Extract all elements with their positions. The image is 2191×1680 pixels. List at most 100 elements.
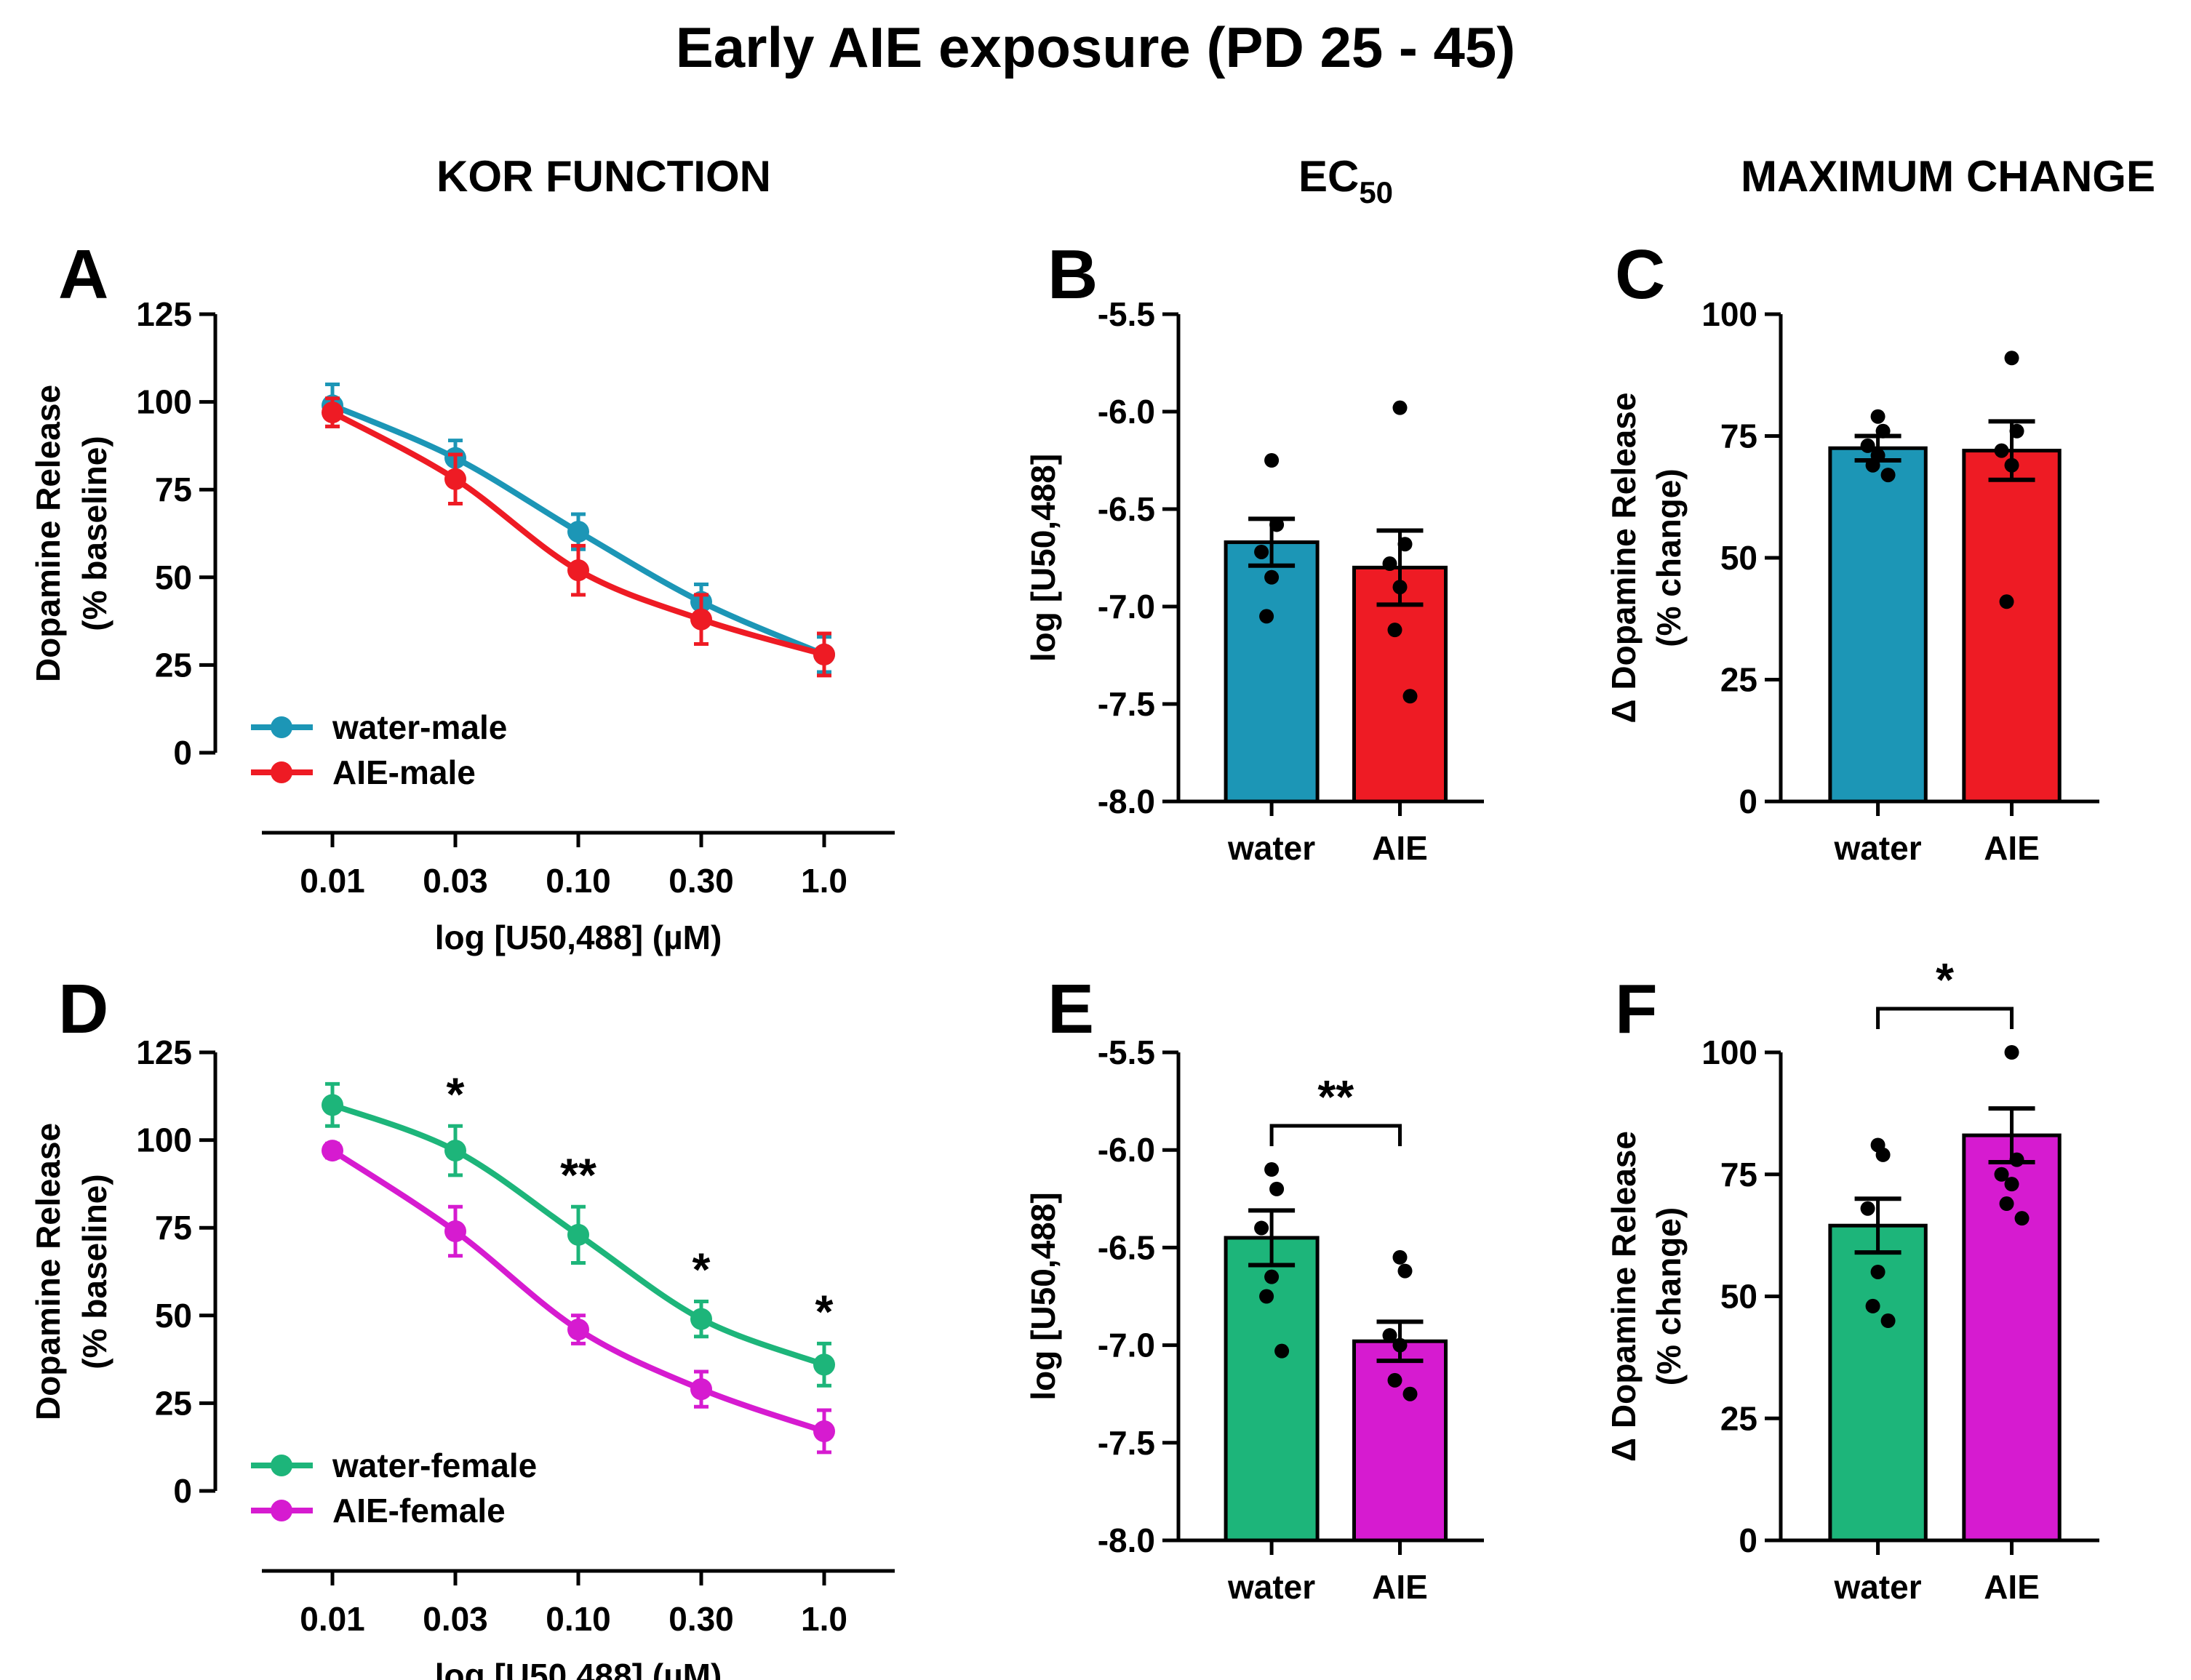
panel-f-y-tick-label: 25 — [1720, 1399, 1757, 1437]
panel-d-legend-label-water-female: water-female — [332, 1447, 537, 1484]
panel-c-bar-water — [1828, 446, 1928, 804]
panel-d-x-tick-label: 0.10 — [546, 1600, 611, 1638]
panel-c-x-tick-label: water — [1834, 829, 1922, 867]
panel-a-x-tick-label: 0.03 — [423, 862, 488, 900]
panel-b-y-axis-label: log [U50,488] — [1024, 454, 1062, 662]
panel-d-series-water-female-point — [322, 1094, 343, 1116]
panel-a-y-tick-label: 100 — [136, 383, 192, 421]
panel-d-series-AIE-female-point — [322, 1140, 343, 1162]
panel-f-x-tick-label: AIE — [1984, 1568, 2040, 1606]
panel-f-data-point-AIE — [1999, 1196, 2014, 1212]
panel-a-y-tick-label: 0 — [173, 734, 192, 772]
panel-c-data-point-water — [1870, 409, 1885, 424]
panel-d-y-tick-label: 25 — [155, 1384, 192, 1422]
panel-e-x-tick-label: water — [1227, 1568, 1315, 1606]
panel-f-y-tick-label: 100 — [1701, 1033, 1757, 1071]
section-title-ec50: EC50 — [1298, 152, 1393, 209]
panel-e-label: E — [1047, 970, 1094, 1048]
panel-e-y-tick-label: -6.0 — [1098, 1131, 1155, 1169]
panel-c-y-tick-label: 100 — [1701, 295, 1757, 333]
panel-d-series-AIE-female-point — [567, 1319, 589, 1341]
panel-b: B -8.0 -7.5 -7.0 -6.5 -6.0 -5.5 water AIE log [U5… — [1024, 236, 1484, 867]
panel-c-label: C — [1615, 236, 1665, 313]
panel-c-y-axis-label-2: (% change) — [1650, 468, 1688, 647]
panel-e-data-point-AIE — [1382, 1328, 1397, 1343]
panel-d-series-water-female-point — [813, 1353, 835, 1376]
panel-a-x-tick-label: 1.0 — [801, 862, 847, 900]
panel-d: D 0 25 50 75 100 125 0.01 0.03 0.10 0.30 1.0 log [U5… — [29, 970, 895, 1680]
panel-a-legend-label-water-male: water-male — [332, 708, 507, 746]
panel-b-label: B — [1047, 236, 1098, 313]
panel-f-data-point-water — [1875, 1147, 1891, 1162]
panel-b-data-point-AIE — [1402, 689, 1418, 704]
panel-e-data-point-AIE — [1397, 1263, 1413, 1279]
panel-d-y-tick-label: 0 — [173, 1472, 192, 1510]
section-title-ec50-sub: 50 — [1359, 175, 1393, 209]
panel-c-data-point-AIE — [2004, 351, 2019, 366]
panel-d-x-tick-label: 0.03 — [423, 1600, 488, 1638]
panel-f-data-point-water — [1880, 1313, 1896, 1329]
section-title-max: MAXIMUM CHANGE — [1741, 152, 2155, 201]
panel-c-data-point-AIE — [2004, 457, 2019, 473]
panel-f-data-point-AIE — [2014, 1211, 2030, 1226]
panel-d-x-tick-label: 1.0 — [801, 1600, 847, 1638]
panel-e-data-point-AIE — [1402, 1386, 1418, 1401]
panel-b-x-tick-label: water — [1227, 829, 1315, 867]
panel-e-y-tick-label: -7.5 — [1098, 1424, 1155, 1462]
panel-a-x-tick-label: 0.30 — [669, 862, 734, 900]
panel-b-y-tick-label: -7.0 — [1098, 588, 1155, 625]
panel-c-bar-AIE — [1962, 449, 2062, 804]
panel-d-x-tick-label: 0.30 — [669, 1600, 734, 1638]
panel-f-bar-AIE — [1962, 1133, 2062, 1543]
panel-a-x-tick-label: 0.10 — [546, 862, 611, 900]
section-title-ec50-main: EC — [1298, 152, 1359, 201]
panel-f-significance: * — [1936, 953, 1954, 1006]
panel-e-data-point-water — [1274, 1343, 1290, 1359]
panel-a-legend-marker-water-male — [271, 716, 292, 738]
panel-f-x-tick-label: water — [1834, 1568, 1922, 1606]
panel-b-y-tick-label: -7.5 — [1098, 685, 1155, 723]
panel-d-y-tick-label: 75 — [155, 1209, 192, 1247]
panel-e-data-point-AIE — [1387, 1372, 1402, 1388]
panel-e-y-tick-label: -5.5 — [1098, 1033, 1155, 1071]
panel-b-y-tick-label: -5.5 — [1098, 295, 1155, 333]
panel-a-y-tick-label: 75 — [155, 471, 192, 508]
panel-b-y-tick-label: -8.0 — [1098, 783, 1155, 820]
panel-d-series-AIE-female-point — [690, 1378, 712, 1401]
panel-e-y-tick-label: -8.0 — [1098, 1521, 1155, 1559]
panel-e-x-tick-label: AIE — [1372, 1568, 1428, 1606]
panel-a-label: A — [58, 236, 108, 313]
panel-a-series-AIE-male-point — [813, 643, 835, 665]
panel-f-data-point-water — [1860, 1201, 1875, 1216]
panel-c-data-point-water — [1875, 423, 1891, 439]
panel-b-data-point-water — [1264, 453, 1280, 468]
panel-d-label: D — [58, 970, 108, 1048]
panel-d-significance: * — [693, 1244, 711, 1296]
panel-a-series-water-male-point — [567, 521, 589, 543]
panel-e-bar-water — [1224, 1236, 1320, 1543]
panel-d-y-tick-label: 50 — [155, 1297, 192, 1335]
panel-b-data-point-water — [1264, 569, 1280, 585]
panel-c-data-point-water — [1860, 438, 1875, 453]
panel-e-y-axis-label: log [U50,488] — [1024, 1192, 1062, 1400]
panel-f-y-tick-label: 50 — [1720, 1278, 1757, 1316]
panel-c-data-point-water — [1880, 468, 1896, 483]
panel-b-bar-water — [1224, 540, 1320, 804]
panel-d-series-AIE-female-point — [813, 1420, 835, 1442]
panel-b-data-point-AIE — [1392, 400, 1408, 415]
panel-d-significance: * — [815, 1285, 834, 1337]
panel-d-significance: * — [447, 1068, 465, 1120]
panel-c-y-axis-label: Δ Dopamine Release — [1605, 393, 1643, 724]
panel-d-series-AIE-female-point — [444, 1220, 466, 1243]
panel-b-data-point-water — [1254, 544, 1269, 559]
panel-a-series-AIE-male-point — [444, 468, 466, 490]
panel-d-significance: ** — [560, 1148, 596, 1201]
panel-d-y-tick-label: 125 — [136, 1033, 192, 1071]
panel-e-y-tick-label: -6.5 — [1098, 1228, 1155, 1266]
panel-f-data-point-water — [1865, 1298, 1880, 1313]
panel-c-y-tick-label: 50 — [1720, 539, 1757, 577]
panel-d-series-water-female-point — [444, 1140, 466, 1162]
panel-a-series-AIE-male-point — [322, 401, 343, 424]
panel-a-legend-label-AIE-male: AIE-male — [332, 753, 476, 791]
panel-d-series-water-female-point — [567, 1223, 589, 1246]
